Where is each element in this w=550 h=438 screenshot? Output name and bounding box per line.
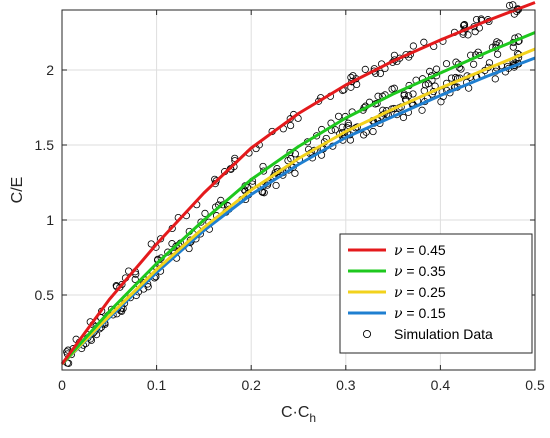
simulation-data-point [259,167,268,175]
simulation-data-point [424,80,432,88]
y-tick-label: 1.5 [35,137,55,153]
simulation-data-point [291,150,299,158]
simulation-data-point [147,240,155,248]
simulation-data-point [418,106,426,114]
simulation-data-point [442,60,451,68]
x-axis-label: C·Ch [281,404,316,425]
y-tick-label: 2 [46,62,54,78]
x-tick-label: 0.5 [525,377,545,393]
simulation-data-point [494,50,502,58]
simulation-data-point [116,283,124,291]
simulation-data-point [432,65,441,73]
x-tick-label: 0.2 [241,377,261,393]
legend-label: ν = 0.35 [394,263,446,280]
simulation-data-point [331,126,339,134]
simulation-data-point [485,59,494,67]
x-tick-label: 0.4 [431,377,451,393]
series-line [60,56,536,366]
legend-label: ν = 0.45 [394,242,446,259]
legend-marker [362,329,372,339]
x-tick-label: 0.3 [336,377,356,393]
x-axis-label-subscript: h [309,411,316,425]
simulation-data-point [360,131,368,139]
plot-frame [61,9,536,371]
series-line [60,47,536,366]
legend-label: ν = 0.25 [394,284,446,301]
tick-labels: 0 0.1 0.2 0.3 0.4 0.5 0.5 1 1.5 2 [35,62,545,393]
simulation-data-point [491,75,499,83]
simulation-data-point [258,188,267,196]
simulation-data-point [197,218,205,226]
simulation-data-point [470,60,478,68]
simulation-data-point [472,15,481,24]
legend-label: ν = 0.15 [394,305,446,322]
simulation-data-point [426,67,434,75]
simulation-data-point [335,112,343,120]
simulation-data-point [344,119,352,127]
y-tick-label: 0.5 [35,287,55,303]
fit-lines [60,1,536,366]
simulation-data-point [390,84,398,92]
simulation-data-point [347,73,355,81]
simulation-data-point [118,307,126,315]
simulation-data-point [420,38,428,46]
simulation-data-point [168,240,176,248]
x-tick-label: 0.1 [147,377,167,393]
simulation-data-point [349,72,357,80]
series-line [60,1,536,365]
simulation-data-point [286,121,295,130]
series-line [60,31,536,366]
simulation-data-point [376,69,384,78]
simulation-data-point [509,1,517,9]
x-tick-label: 0 [58,377,66,393]
simulation-data-point [201,209,209,217]
simulation-data-point [457,65,465,73]
simulation-data-point [374,92,382,100]
simulation-data-point [409,90,417,98]
legend-label: Simulation Data [394,326,493,342]
simulation-data-point [353,80,361,89]
simulation-data-point [437,98,445,106]
simulation-data-point [464,31,472,39]
legend: ν = 0.45 ν = 0.35 ν = 0.25 ν = 0.15 Simulati… [339,233,533,354]
simulation-data-point [315,97,323,105]
simulation-data-point [248,180,257,188]
simulation-data-point [157,235,165,243]
simulation-data-point [369,127,377,136]
simulation-data-point [409,42,417,50]
simulation-data-point [399,113,408,122]
simulation-data-point [471,28,479,36]
simulation-data-point [447,74,456,82]
simulation-data-point [231,154,239,162]
y-axis-label: C/E [9,177,26,204]
simulation-data-point [509,43,517,51]
simulation-data-point [505,1,514,10]
simulation-data-point [144,283,152,291]
simulation-data-point [361,65,369,73]
simulation-data-point [272,181,280,190]
simulation-data-point [291,169,299,177]
simulation-data-point [460,20,469,29]
y-tick-label: 1 [46,212,54,228]
axes [61,9,536,371]
simulation-data-point [131,275,139,284]
